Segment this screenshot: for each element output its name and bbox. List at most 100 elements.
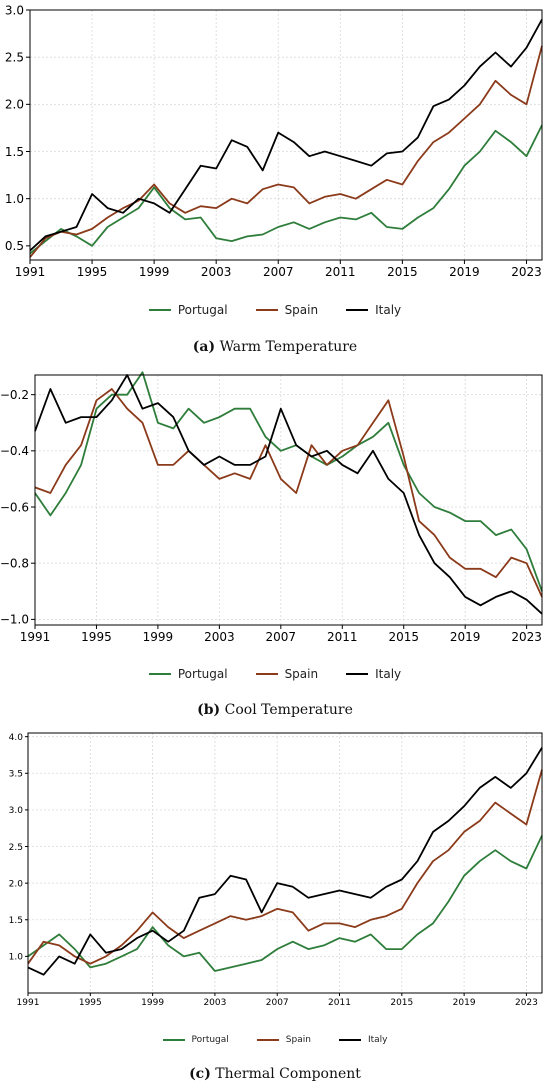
- series-line-spain: [27, 769, 543, 965]
- x-tick-label: 2015: [387, 265, 418, 279]
- legend-label-italy: Italy: [375, 303, 402, 317]
- caption-text-a: Warm Temperature: [219, 339, 358, 355]
- x-tick-label: 1995: [77, 265, 108, 279]
- x-tick-label: 2003: [204, 630, 235, 644]
- legend-item-portugal: Portugal: [162, 1035, 229, 1045]
- y-tick-label: 4.0: [9, 733, 24, 743]
- x-tick-label: 2019: [449, 265, 480, 279]
- caption-warm: (a) Warm Temperature: [0, 339, 550, 355]
- x-tick-label: 2003: [203, 998, 226, 1008]
- legend-label-portugal: Portugal: [191, 1035, 229, 1045]
- x-tick-label: 2011: [328, 998, 351, 1008]
- legend-swatch-portugal: [148, 673, 171, 675]
- chart-warm-temperature: 1991 1995 1999 2003 2007 2011 2015 2019 2023 0.5 1…: [5, 3, 543, 279]
- legend-label-spain: Spain: [284, 667, 319, 681]
- series-line-portugal: [27, 835, 543, 972]
- x-tick-label: 1991: [15, 265, 46, 279]
- y-tick-label: 3.0: [5, 3, 24, 17]
- legend-swatch-spain: [255, 309, 278, 311]
- x-tick-label: 1995: [81, 630, 112, 644]
- series-line-portugal: [29, 124, 543, 255]
- series-line-portugal: [34, 371, 543, 592]
- legend-item-italy: Italy: [346, 303, 401, 317]
- y-tick-label: −0.2: [0, 388, 29, 402]
- caption-letter-c: (c): [189, 1066, 211, 1082]
- chart-thermal-component: 1991 1995 1999 2003 2007 2011 2015 2019 2023 1.0 1…: [9, 732, 543, 1008]
- legend-item-portugal: Portugal: [148, 667, 228, 681]
- y-tick-label: −0.8: [0, 557, 29, 571]
- y-tick-label: 3.5: [9, 770, 23, 780]
- x-tick-label: 1995: [79, 998, 102, 1008]
- x-tick-label: 2015: [390, 998, 413, 1008]
- legend-item-italy: Italy: [346, 667, 401, 681]
- x-tick-label: 2011: [327, 630, 358, 644]
- legend-swatch-spain: [256, 1039, 279, 1041]
- plot-frame: [29, 9, 543, 261]
- y-tick-label: −1.0: [0, 613, 29, 627]
- legend-swatch-italy: [338, 1039, 361, 1041]
- legend-label-portugal: Portugal: [177, 667, 228, 681]
- legend-label-spain: Spain: [284, 303, 319, 317]
- y-tick-label: 2.0: [9, 879, 24, 889]
- x-tick-label: 2007: [266, 998, 289, 1008]
- x-tick-label: 1991: [17, 998, 40, 1008]
- y-tick-label: 2.5: [5, 50, 24, 64]
- legend-swatch-portugal: [148, 309, 171, 311]
- legend-label-italy: Italy: [367, 1035, 388, 1045]
- x-tick-label: 1991: [20, 630, 51, 644]
- x-tick-label: 2011: [325, 265, 356, 279]
- legend-swatch-spain: [255, 673, 278, 675]
- legend-item-spain: Spain: [255, 667, 319, 681]
- caption-thermal: (c) Thermal Component: [0, 1066, 550, 1082]
- series-line-spain: [34, 388, 543, 598]
- chart-panel-thermal: 1991 1995 1999 2003 2007 2011 2015 2019 2023 1.0 1…: [0, 723, 550, 1091]
- y-tick-label: 1.0: [5, 192, 24, 206]
- y-tick-label: 1.5: [5, 145, 24, 159]
- caption-cool: (b) Cool Temperature: [0, 702, 550, 718]
- y-tick-label: 2.0: [5, 98, 24, 112]
- series-line-spain: [29, 45, 543, 258]
- legend-cool: Portugal Spain Italy: [0, 667, 550, 681]
- x-tick-label: 2007: [266, 630, 297, 644]
- series-line-italy: [34, 374, 543, 615]
- legend-swatch-portugal: [162, 1039, 185, 1041]
- chart-panel-cool: 1991 1995 1999 2003 2007 2011 2015 2019 2023 −0.2…: [0, 365, 550, 723]
- series-line-italy: [27, 747, 543, 976]
- x-tick-label: 2023: [511, 630, 542, 644]
- legend-item-spain: Spain: [256, 1035, 311, 1045]
- legend-thermal: Portugal Spain Italy: [0, 1035, 550, 1045]
- legend-item-italy: Italy: [338, 1035, 388, 1045]
- series-line-italy: [29, 18, 543, 252]
- y-tick-label: −0.4: [0, 444, 29, 458]
- x-tick-label: 1999: [141, 998, 164, 1008]
- y-tick-label: 3.0: [9, 806, 24, 816]
- x-tick-label: 2023: [511, 265, 542, 279]
- caption-letter-b: (b): [197, 702, 221, 718]
- legend-label-spain: Spain: [285, 1035, 311, 1045]
- legend-swatch-italy: [346, 309, 369, 311]
- caption-text-b: Cool Temperature: [224, 702, 353, 718]
- plot-frame: [34, 374, 543, 626]
- y-tick-label: −0.6: [0, 500, 29, 514]
- legend-item-portugal: Portugal: [148, 303, 228, 317]
- y-tick-label: 2.5: [9, 843, 23, 853]
- y-tick-label: 1.5: [9, 916, 23, 926]
- y-tick-label: 0.5: [5, 239, 24, 253]
- x-tick-label: 2007: [263, 265, 294, 279]
- x-tick-label: 2003: [201, 265, 232, 279]
- x-tick-label: 2015: [388, 630, 419, 644]
- x-tick-label: 2019: [450, 630, 481, 644]
- x-tick-label: 1999: [143, 630, 174, 644]
- y-tick-label: 1.0: [9, 953, 24, 963]
- x-tick-label: 1999: [139, 265, 170, 279]
- plot-frame: [27, 732, 543, 994]
- x-tick-label: 2019: [453, 998, 476, 1008]
- caption-text-c: Thermal Component: [215, 1066, 361, 1082]
- legend-item-spain: Spain: [255, 303, 319, 317]
- legend-warm: Portugal Spain Italy: [0, 303, 550, 317]
- legend-label-portugal: Portugal: [177, 303, 228, 317]
- legend-label-italy: Italy: [375, 667, 402, 681]
- x-tick-label: 2023: [515, 998, 538, 1008]
- legend-swatch-italy: [346, 673, 369, 675]
- caption-letter-a: (a): [192, 339, 216, 355]
